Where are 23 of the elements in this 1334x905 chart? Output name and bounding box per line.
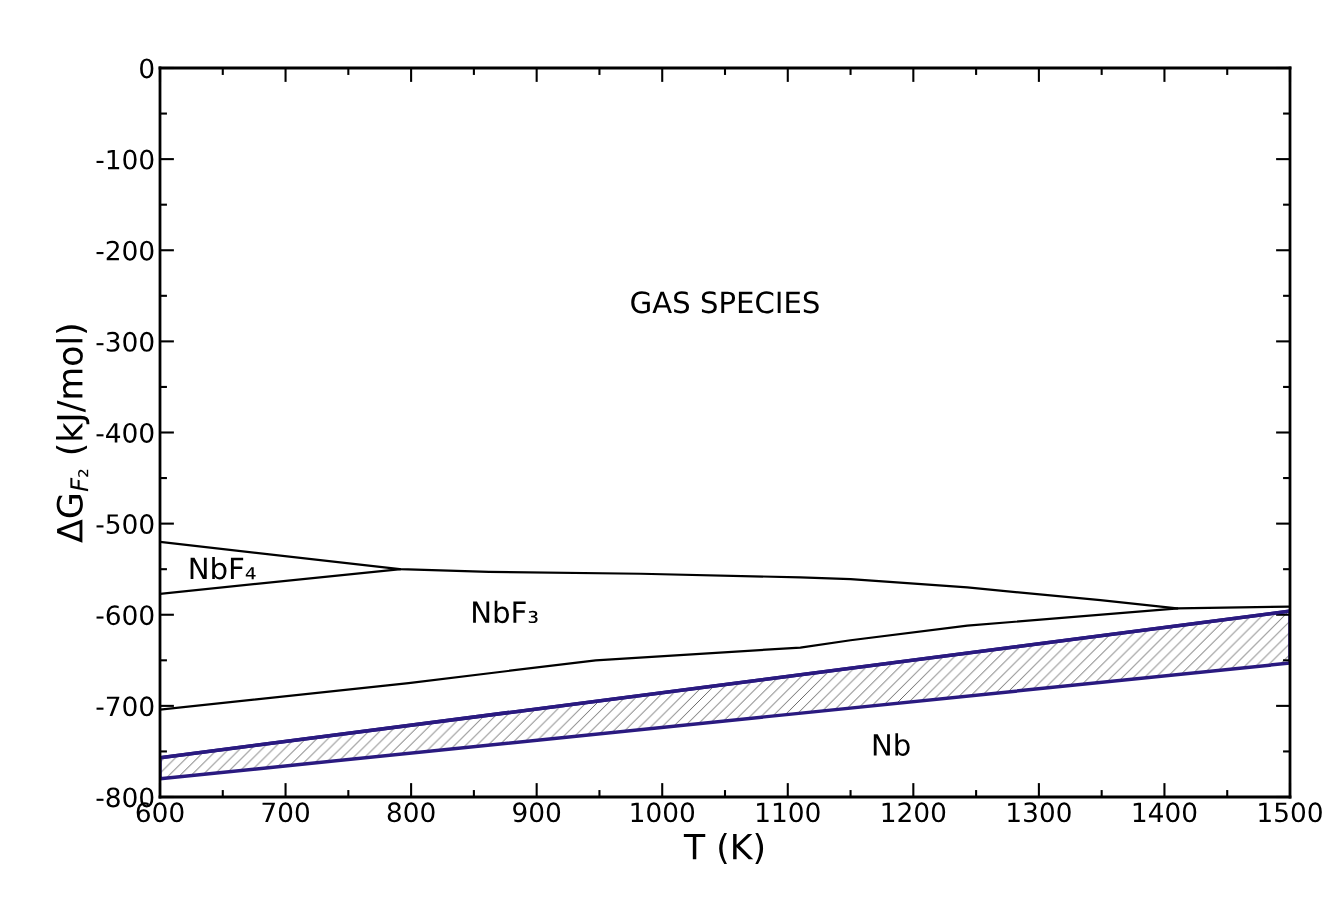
y-tick-label: -600: [96, 605, 154, 626]
x-axis-title: T (K): [683, 832, 764, 864]
x-tick-label: 1100: [757, 802, 820, 823]
x-tick-label: 1200: [882, 802, 946, 823]
y-axis-title: ΔG$_{F₂}$ (kJ/mol): [56, 325, 90, 543]
annotation: NbF₄: [190, 556, 256, 580]
y-tick-label: -500: [96, 514, 154, 535]
x-tick-label: 700: [262, 802, 309, 823]
x-tick-label: 1300: [1008, 802, 1071, 823]
y-tick-label: -100: [96, 149, 154, 170]
annotation: GAS SPECIES: [631, 291, 819, 314]
y-tick-label: -700: [96, 696, 154, 717]
x-tick-label: 1000: [631, 802, 695, 823]
annotation: NbF₃: [473, 600, 538, 624]
y-tick-label: -400: [96, 422, 154, 443]
x-tick-label: 800: [387, 802, 435, 823]
x-tick-label: 1500: [1259, 802, 1322, 823]
annotation: Nb: [873, 733, 910, 756]
y-tick-label: -200: [96, 240, 154, 261]
x-tick-label: 1400: [1133, 802, 1197, 823]
y-tick-label: -300: [96, 331, 154, 352]
x-tick-label: 900: [513, 802, 561, 823]
y-tick-label: 0: [140, 58, 154, 79]
